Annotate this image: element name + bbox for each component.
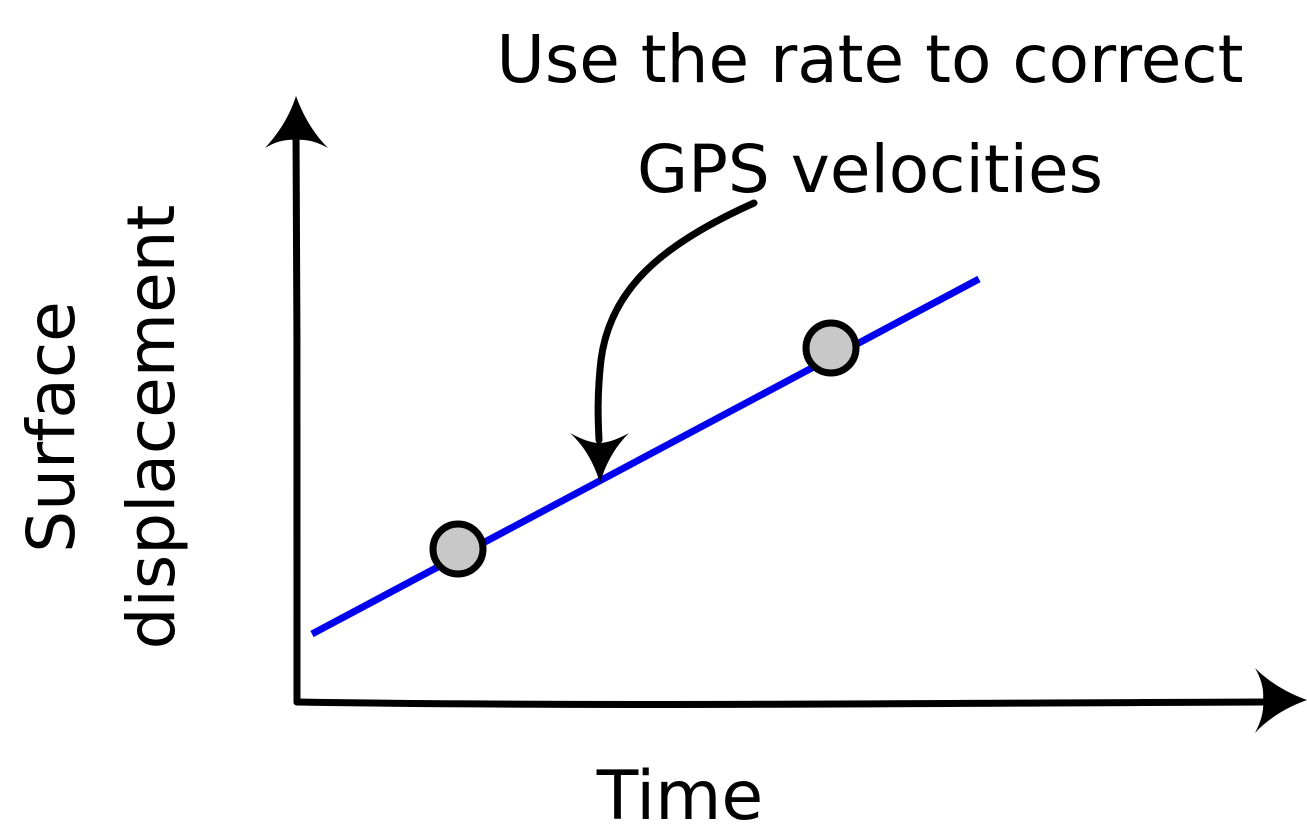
trend-line	[310, 275, 981, 638]
x-axis-line	[293, 698, 1266, 708]
annotation-arrow-curve	[594, 199, 758, 444]
annotation-line-2: GPS velocities	[636, 131, 1104, 208]
y-axis-line	[292, 126, 301, 706]
x-axis-label: Time	[596, 757, 764, 836]
data-point-2	[802, 319, 860, 377]
y-axis-label-line-1: Surface	[13, 301, 90, 553]
annotation-arrow-head	[570, 433, 629, 483]
data-point-1	[429, 520, 487, 578]
annotation-text: Use the rate to correct GPS velocities	[455, 5, 1285, 225]
y-axis-arrowhead	[265, 96, 328, 148]
annotation-line-1: Use the rate to correct	[496, 21, 1244, 98]
x-axis-arrowhead	[1255, 668, 1307, 733]
y-axis-label-line-2: displacement	[113, 204, 190, 650]
y-axis-label: Surface displacement	[2, 147, 190, 707]
